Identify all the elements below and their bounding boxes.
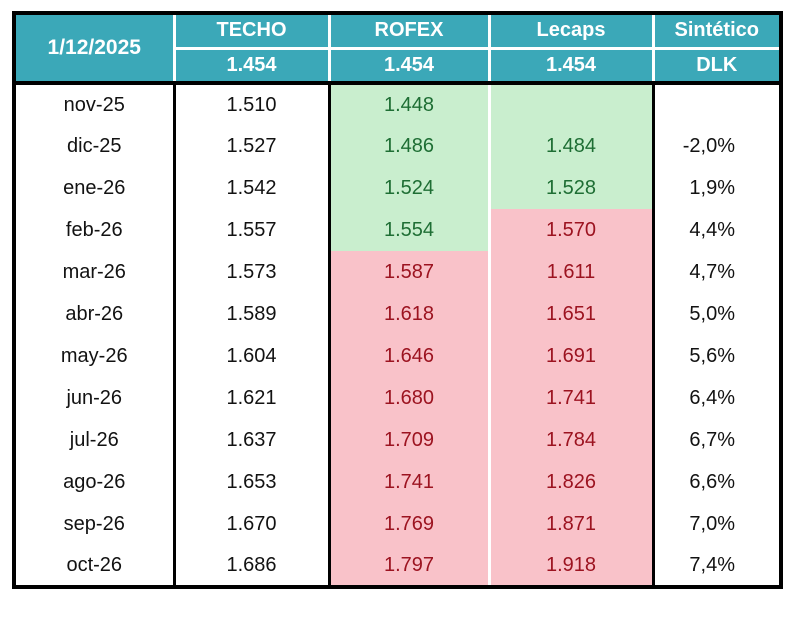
techo-cell: 1.527 [174, 125, 331, 167]
header-row-spot: 1.454 1.454 1.454 DLK [14, 48, 781, 85]
sintetico-cell: 1,9% [653, 167, 781, 209]
spot-techo-cell: 1.454 [172, 48, 329, 85]
table-body: nov-25 1.510 1.448 dic-25 1.527 1.486 1.484 -2,… [14, 83, 781, 587]
lecaps-cell: 1.570 [489, 209, 655, 251]
date-header-cell: 1/12/2025 [14, 13, 174, 85]
month-cell: may-26 [14, 335, 176, 377]
month-cell: sep-26 [14, 503, 176, 545]
lecaps-cell: 1.918 [489, 545, 655, 587]
sintetico-cell: -2,0% [653, 125, 781, 167]
rofex-cell: 1.741 [329, 461, 491, 503]
table-row: dic-25 1.527 1.486 1.484 -2,0% [14, 125, 781, 167]
table-row: ago-26 1.653 1.741 1.826 6,6% [14, 461, 781, 503]
col-header-rofex: ROFEX [327, 13, 489, 50]
lecaps-cell: 1.741 [489, 377, 655, 419]
month-cell: ene-26 [14, 167, 176, 209]
techo-cell: 1.637 [174, 419, 331, 461]
lecaps-cell: 1.826 [489, 461, 655, 503]
lecaps-cell: 1.484 [489, 125, 655, 167]
lecaps-cell: 1.611 [489, 251, 655, 293]
techo-cell: 1.589 [174, 293, 331, 335]
month-cell: jun-26 [14, 377, 176, 419]
rofex-cell: 1.524 [329, 167, 491, 209]
sintetico-cell: 6,4% [653, 377, 781, 419]
sintetico-cell: 5,6% [653, 335, 781, 377]
table-row: sep-26 1.670 1.769 1.871 7,0% [14, 503, 781, 545]
table-row: feb-26 1.557 1.554 1.570 4,4% [14, 209, 781, 251]
month-cell: feb-26 [14, 209, 176, 251]
month-cell: mar-26 [14, 251, 176, 293]
month-cell: oct-26 [14, 545, 176, 587]
spot-rofex-cell: 1.454 [327, 48, 489, 85]
table-row: nov-25 1.510 1.448 [14, 83, 781, 125]
spot-sintetico-cell: DLK [651, 48, 781, 85]
spot-lecaps-cell: 1.454 [487, 48, 653, 85]
techo-cell: 1.604 [174, 335, 331, 377]
sintetico-cell: 4,7% [653, 251, 781, 293]
rofex-cell: 1.486 [329, 125, 491, 167]
table-row: ene-26 1.542 1.524 1.528 1,9% [14, 167, 781, 209]
month-cell: jul-26 [14, 419, 176, 461]
techo-cell: 1.653 [174, 461, 331, 503]
month-cell: dic-25 [14, 125, 176, 167]
lecaps-cell: 1.784 [489, 419, 655, 461]
table-row: jul-26 1.637 1.709 1.784 6,7% [14, 419, 781, 461]
sintetico-cell: 5,0% [653, 293, 781, 335]
techo-cell: 1.621 [174, 377, 331, 419]
rofex-cell: 1.646 [329, 335, 491, 377]
sintetico-cell: 7,0% [653, 503, 781, 545]
rofex-cell: 1.448 [329, 83, 491, 125]
spreadsheet: 1/12/2025 TECHO ROFEX Lecaps Sintético 1… [12, 11, 783, 589]
col-header-techo: TECHO [172, 13, 329, 50]
table-row: oct-26 1.686 1.797 1.918 7,4% [14, 545, 781, 587]
lecaps-cell [489, 83, 655, 125]
lecaps-cell: 1.528 [489, 167, 655, 209]
table-header: 1/12/2025 TECHO ROFEX Lecaps Sintético 1… [14, 13, 781, 85]
month-cell: ago-26 [14, 461, 176, 503]
techo-cell: 1.670 [174, 503, 331, 545]
col-header-sintetico: Sintético [651, 13, 781, 50]
rofex-cell: 1.709 [329, 419, 491, 461]
rofex-cell: 1.554 [329, 209, 491, 251]
table-row: abr-26 1.589 1.618 1.651 5,0% [14, 293, 781, 335]
fx-projection-table: 1/12/2025 TECHO ROFEX Lecaps Sintético 1… [12, 11, 783, 589]
month-cell: nov-25 [14, 83, 176, 125]
rofex-cell: 1.797 [329, 545, 491, 587]
techo-cell: 1.557 [174, 209, 331, 251]
lecaps-cell: 1.651 [489, 293, 655, 335]
table-row: may-26 1.604 1.646 1.691 5,6% [14, 335, 781, 377]
lecaps-cell: 1.691 [489, 335, 655, 377]
rofex-cell: 1.618 [329, 293, 491, 335]
rofex-cell: 1.769 [329, 503, 491, 545]
techo-cell: 1.686 [174, 545, 331, 587]
sintetico-cell: 6,6% [653, 461, 781, 503]
techo-cell: 1.542 [174, 167, 331, 209]
sintetico-cell [653, 83, 781, 125]
techo-cell: 1.573 [174, 251, 331, 293]
table-row: jun-26 1.621 1.680 1.741 6,4% [14, 377, 781, 419]
header-row-labels: 1/12/2025 TECHO ROFEX Lecaps Sintético [14, 13, 781, 85]
sintetico-cell: 4,4% [653, 209, 781, 251]
rofex-cell: 1.680 [329, 377, 491, 419]
col-header-lecaps: Lecaps [487, 13, 653, 50]
rofex-cell: 1.587 [329, 251, 491, 293]
month-cell: abr-26 [14, 293, 176, 335]
table-row: mar-26 1.573 1.587 1.611 4,7% [14, 251, 781, 293]
sintetico-cell: 6,7% [653, 419, 781, 461]
sintetico-cell: 7,4% [653, 545, 781, 587]
techo-cell: 1.510 [174, 83, 331, 125]
lecaps-cell: 1.871 [489, 503, 655, 545]
